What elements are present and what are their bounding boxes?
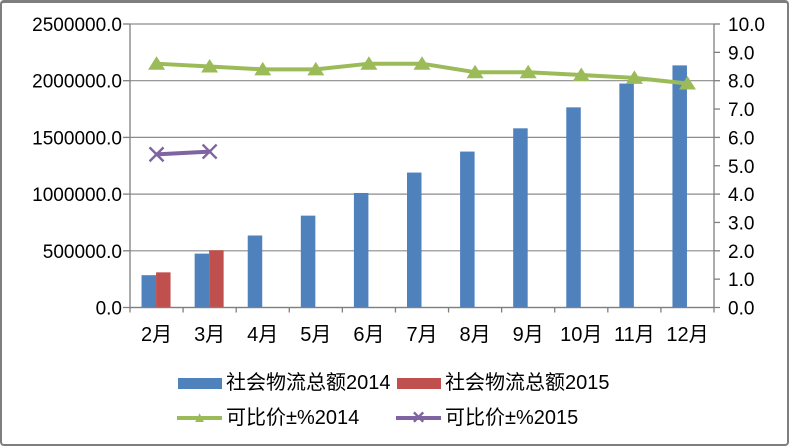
x-marker: [148, 146, 165, 163]
x-axis-tick-label: 6月: [353, 324, 384, 346]
left-axis-tick-label: 2000000.0: [32, 72, 122, 93]
x-axis-tick-label: 7月: [406, 324, 437, 346]
bar: [407, 172, 422, 308]
right-axis-tick-label: 9.0: [728, 43, 754, 64]
legend-item-total-2014: 社会物流总额2014: [178, 371, 391, 395]
legend-swatch-bar-2015: [397, 377, 441, 389]
legend-swatch-line-2015: ×: [396, 404, 441, 430]
x-axis-tick-label: 8月: [460, 324, 491, 346]
right-axis-tick-label: 4.0: [728, 185, 754, 206]
bar: [300, 215, 316, 308]
legend-label-growth-2014: 可比价±%2014: [226, 407, 360, 429]
bar: [209, 250, 224, 308]
x-axis-tick-label: 10月: [560, 324, 602, 346]
right-axis-tick-label: 8.0: [728, 72, 754, 93]
axis-labels: 0.0 500000.0 1000000.0 1500000.0 2000000.0 25…: [32, 15, 765, 346]
right-axis-tick-label: 7.0: [728, 100, 754, 121]
left-axis-tick-label: 2500000.0: [32, 15, 122, 36]
legend-swatch-bar-2014: [178, 377, 222, 389]
axes: [123, 23, 720, 313]
bar: [672, 65, 687, 308]
x-marker: [201, 143, 218, 160]
bar: [566, 107, 581, 308]
triangle-marker: [307, 61, 325, 76]
left-axis-tick-label: 0.0: [96, 299, 122, 320]
x-marker-icon: ×: [412, 404, 425, 430]
legend-swatch-line-2014: ▲: [177, 409, 222, 427]
legend-line-2014: [177, 416, 222, 420]
triangle-marker-icon: ▲: [192, 408, 207, 426]
bar: [141, 275, 157, 308]
triangle-marker: [148, 56, 166, 70]
right-axis-tick-label: 1.0: [728, 270, 754, 291]
triangle-marker: [466, 64, 484, 79]
legend-label-total-2015: 社会物流总额2015: [445, 372, 610, 394]
bar: [619, 83, 634, 308]
bar: [247, 235, 263, 308]
left-axis-tick-label: 1500000.0: [32, 128, 122, 149]
triangle-marker: [201, 59, 219, 73]
legend-label-growth-2015: 可比价±%2015: [445, 407, 579, 429]
line-可比价±%2015: [148, 143, 218, 163]
line-可比价±%2014: [148, 56, 696, 90]
x-axis-tick-label: 12月: [666, 324, 708, 346]
left-axis-tick-label: 500000.0: [43, 242, 122, 263]
legend-item-growth-2014: ▲ 可比价±%2014: [177, 406, 359, 430]
bar: [353, 192, 369, 308]
legend-item-total-2015: 社会物流总额2015: [397, 371, 610, 395]
triangle-marker: [678, 76, 696, 90]
right-axis-tick-label: 6.0: [728, 128, 754, 149]
right-axis-tick-label: 10.0: [728, 15, 765, 36]
x-axis-tick-label: 2月: [141, 324, 172, 346]
bar: [156, 272, 171, 308]
right-axis-tick-label: 2.0: [728, 242, 754, 263]
legend-line-2015: [396, 416, 441, 420]
x-axis-tick-label: 3月: [194, 324, 225, 346]
right-axis-tick-label: 5.0: [728, 157, 754, 178]
bar: [460, 151, 475, 308]
x-axis-tick-label: 5月: [300, 324, 331, 346]
legend-label-total-2014: 社会物流总额2014: [226, 372, 391, 394]
bar: [513, 128, 528, 308]
right-axis-tick-label: 0.0: [728, 299, 754, 320]
triangle-marker: [625, 70, 643, 84]
triangle-marker: [254, 61, 272, 76]
bars-2015: [156, 250, 224, 308]
triangle-marker: [572, 67, 590, 82]
x-axis-tick-label: 4月: [247, 324, 278, 346]
x-axis-tick-label: 11月: [614, 324, 655, 346]
triangle-marker: [519, 64, 537, 79]
bars-2014: [141, 65, 687, 308]
x-axis-tick-label: 9月: [513, 324, 544, 346]
triangle-marker: [413, 56, 431, 70]
triangle-marker: [360, 56, 378, 70]
right-axis-tick-label: 3.0: [728, 213, 754, 234]
legend-item-growth-2015: × 可比价±%2015: [396, 406, 578, 430]
bar: [194, 253, 210, 308]
left-axis-tick-label: 1000000.0: [32, 185, 122, 206]
